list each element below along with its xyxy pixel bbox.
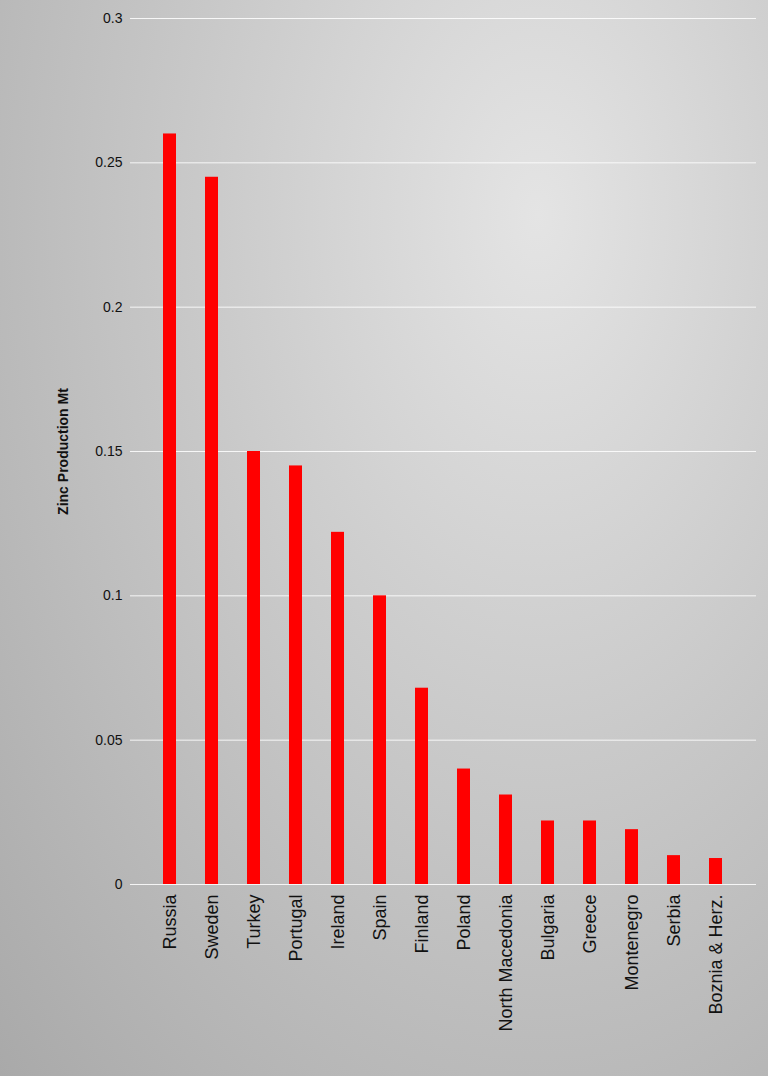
svg-text:0.05: 0.05 bbox=[95, 732, 122, 748]
svg-text:Turkey: Turkey bbox=[244, 895, 264, 949]
svg-text:Zinc Production Mt: Zinc Production Mt bbox=[55, 388, 71, 515]
svg-text:Portugal: Portugal bbox=[286, 895, 306, 962]
svg-text:Spain: Spain bbox=[370, 895, 390, 941]
svg-text:Russia: Russia bbox=[160, 894, 180, 950]
svg-text:Finland: Finland bbox=[412, 895, 432, 954]
svg-text:0.1: 0.1 bbox=[103, 587, 123, 603]
svg-text:Greece: Greece bbox=[580, 895, 600, 954]
svg-text:Ireland: Ireland bbox=[328, 895, 348, 950]
svg-text:North Macedonia: North Macedonia bbox=[496, 894, 516, 1032]
svg-text:Sweden: Sweden bbox=[202, 895, 222, 960]
svg-text:0.15: 0.15 bbox=[95, 443, 122, 459]
svg-text:Bulgaria: Bulgaria bbox=[538, 894, 558, 961]
svg-text:Boznia & Herz.: Boznia & Herz. bbox=[706, 895, 726, 1015]
svg-text:0.25: 0.25 bbox=[95, 154, 122, 170]
svg-text:Montenegro: Montenegro bbox=[622, 895, 642, 991]
svg-text:0.3: 0.3 bbox=[103, 10, 123, 26]
svg-text:0: 0 bbox=[115, 876, 123, 892]
svg-text:Serbia: Serbia bbox=[664, 894, 684, 947]
svg-text:0.2: 0.2 bbox=[103, 299, 123, 315]
svg-text:Poland: Poland bbox=[454, 895, 474, 951]
